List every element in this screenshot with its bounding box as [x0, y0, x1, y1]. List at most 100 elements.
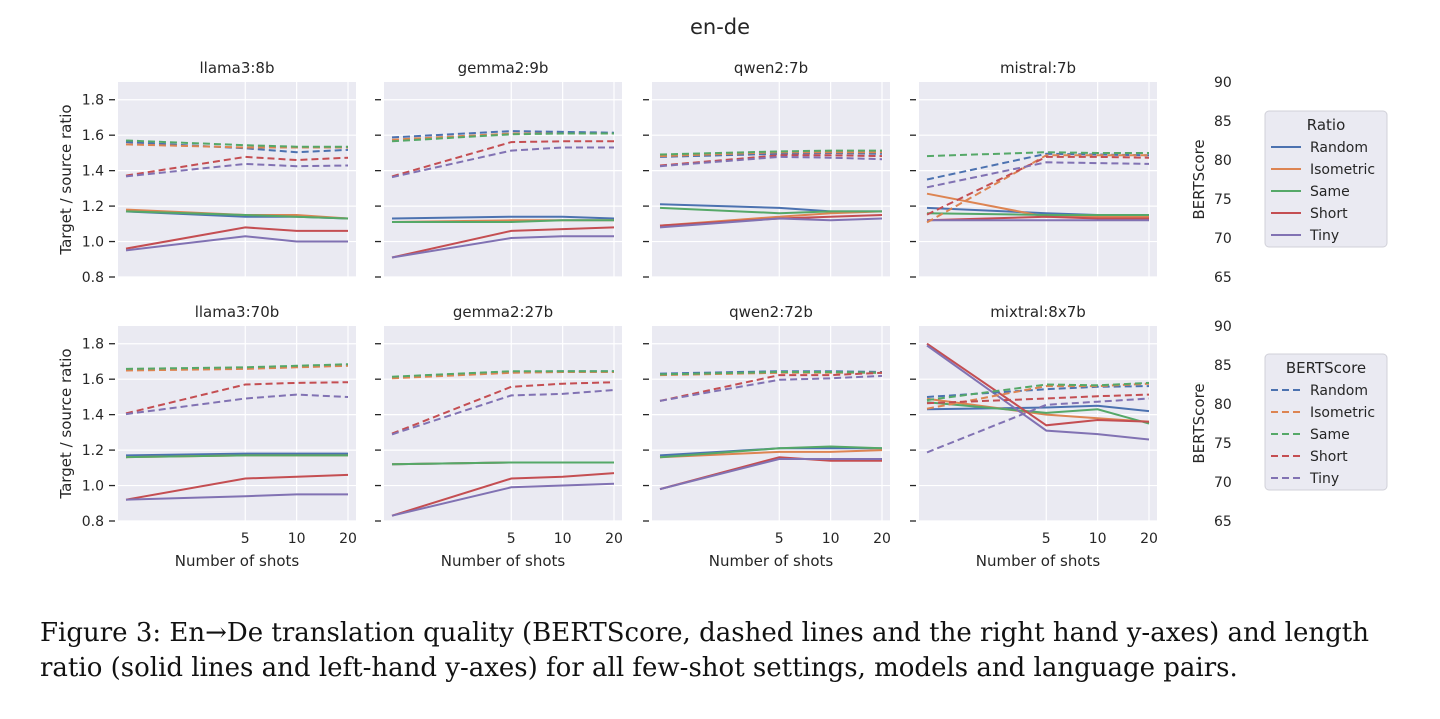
series-line-bert-tiny	[125, 393, 349, 416]
legend-title: BERTScore	[1286, 359, 1366, 377]
series-line-bert-same	[125, 139, 348, 148]
series-line-bert-same	[391, 370, 614, 378]
series-line-bert-random	[391, 130, 615, 139]
x-axis-label: Number of shots	[976, 552, 1101, 570]
legend-label-random: Random	[1310, 383, 1368, 399]
series-line-bert-tiny	[926, 161, 1150, 189]
series-line-bert-short	[125, 381, 349, 415]
x-tick-label: 20	[873, 531, 891, 547]
series-line-ratio-isometric	[659, 449, 883, 459]
y2-tick-label: 75	[1214, 436, 1232, 452]
y-tick-label: 1.8	[82, 337, 104, 353]
x-tick-label: 10	[554, 531, 572, 547]
y2-tick-label: 80	[1214, 153, 1232, 169]
legend-label-same: Same	[1310, 427, 1350, 443]
series-line-bert-tiny	[125, 162, 349, 178]
legend-label-tiny: Tiny	[1309, 228, 1339, 244]
panel-title: llama3:8b	[200, 59, 275, 77]
legend-bertscore: BERTScore Random Isometric Same Short Tiny	[1264, 353, 1388, 491]
legend-title: Ratio	[1307, 116, 1346, 134]
panel-mixtral-8x7b: 65 70 75 80 85 90 5 10 20 mixtral:8x7b BERTScore Nu…	[910, 303, 1232, 570]
series-line-ratio-tiny	[125, 493, 348, 501]
x-axis-label: Number of shots	[709, 552, 834, 570]
y-tick-label: 1.8	[82, 93, 104, 109]
series-line-ratio-same	[392, 219, 614, 223]
panel-qwen2-7b: qwen2:7b	[643, 59, 890, 278]
y-tick-label: 1.4	[82, 164, 104, 180]
series-line-ratio-tiny	[926, 344, 1150, 441]
legend-label-short: Short	[1310, 449, 1348, 465]
legend-ratio: Ratio Random Isometric Same Short Tiny	[1264, 110, 1388, 248]
x-axis-label: Number of shots	[175, 552, 300, 570]
y2-tick-label: 70	[1214, 231, 1232, 247]
series-line-bert-short	[659, 154, 883, 167]
y-tick-label: 0.8	[82, 270, 104, 286]
plot-background	[652, 82, 890, 277]
x-tick-label: 5	[1042, 531, 1051, 547]
panel-gemma2-27b: 5 10 20 gemma2:27b Number of shots	[375, 303, 623, 570]
series-line-ratio-same	[659, 445, 883, 459]
panel-llama3-70b: 0.8 1.0 1.2 1.4 1.6 1.8 5 10 20 llama3:70b Target …	[57, 303, 357, 570]
legend-label-tiny: Tiny	[1309, 471, 1339, 487]
series-line-ratio-tiny	[659, 458, 882, 491]
plot-background	[384, 82, 622, 277]
figure-suptitle: en-de	[690, 15, 750, 39]
legend-label-same: Same	[1310, 184, 1350, 200]
series-line-bert-short	[926, 393, 1150, 405]
y2-tick-label: 90	[1214, 319, 1232, 335]
series-line-bert-same	[659, 371, 883, 376]
panel-title: qwen2:7b	[734, 59, 808, 77]
y-tick-label: 1.2	[82, 199, 104, 215]
y2-axis-label: BERTScore	[1190, 139, 1208, 219]
y-tick-label: 0.8	[82, 514, 104, 530]
series-line-bert-tiny	[659, 155, 883, 168]
panels: 0.8 1.0 1.2 1.4 1.6 1.8 llama3:8b Target / sour…	[57, 59, 1232, 570]
series-line-bert-isometric	[926, 154, 1149, 224]
series-line-bert-tiny	[926, 397, 1150, 454]
panel-gemma2-9b: gemma2:9b	[375, 59, 622, 278]
series-line-bert-short	[391, 140, 614, 178]
series-line-ratio-short	[391, 226, 615, 259]
y-tick-label: 1.4	[82, 408, 104, 424]
plot-background	[652, 326, 890, 521]
series-line-ratio-tiny	[125, 235, 348, 252]
series-line-bert-same	[659, 149, 882, 156]
series-line-bert-tiny	[391, 389, 615, 436]
figure: en-de 0.8 1.0 1.2 1.4 1.6 1.8 llama3:8b Target …	[57, 15, 1388, 570]
series-line-bert-short	[659, 371, 883, 402]
y2-axis-label: BERTScore	[1190, 383, 1208, 463]
panel-llama3-8b: 0.8 1.0 1.2 1.4 1.6 1.8 llama3:8b Target / sour…	[57, 59, 356, 286]
series-line-bert-same	[391, 132, 614, 143]
series-line-ratio-same	[659, 206, 882, 215]
panel-title: mistral:7b	[1000, 59, 1076, 77]
series-line-ratio-tiny	[659, 217, 883, 229]
series-line-ratio-tiny	[391, 482, 615, 517]
panel-mistral-7b: 65 70 75 80 85 90 mistral:7b BERTScore	[910, 59, 1232, 286]
figure-caption: Figure 3: En→De translation quality (BER…	[40, 618, 1369, 683]
series-line-ratio-short	[926, 342, 1150, 427]
y-axis-label: Target / source ratio	[57, 104, 75, 255]
x-tick-label: 20	[1140, 531, 1158, 547]
y2-tick-label: 70	[1214, 475, 1232, 491]
legend-label-isometric: Isometric	[1310, 405, 1375, 421]
series-line-ratio-short	[125, 473, 349, 501]
y2-tick-label: 85	[1214, 114, 1232, 130]
series-line-bert-same	[926, 151, 1149, 158]
panel-title: qwen2:72b	[729, 303, 813, 321]
series-line-bert-tiny	[391, 146, 614, 179]
series-line-bert-same	[926, 381, 1150, 402]
series-line-bert-same	[125, 363, 349, 370]
series-line-bert-tiny	[659, 374, 883, 402]
plot-background	[118, 82, 356, 277]
x-tick-label: 20	[605, 531, 623, 547]
x-tick-label: 5	[241, 531, 250, 547]
series-line-ratio-same	[125, 454, 348, 459]
legend-label-isometric: Isometric	[1310, 162, 1375, 178]
series-line-ratio-short	[391, 472, 615, 517]
y-axis-label: Target / source ratio	[57, 348, 75, 499]
plot-background	[919, 82, 1157, 277]
series-line-ratio-short	[926, 215, 1149, 222]
series-line-ratio-random	[391, 215, 615, 220]
y2-tick-label: 75	[1214, 192, 1232, 208]
series-line-ratio-same	[391, 461, 614, 466]
